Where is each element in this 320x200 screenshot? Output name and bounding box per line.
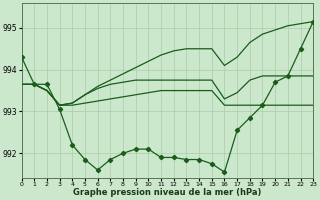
X-axis label: Graphe pression niveau de la mer (hPa): Graphe pression niveau de la mer (hPa) xyxy=(73,188,261,197)
